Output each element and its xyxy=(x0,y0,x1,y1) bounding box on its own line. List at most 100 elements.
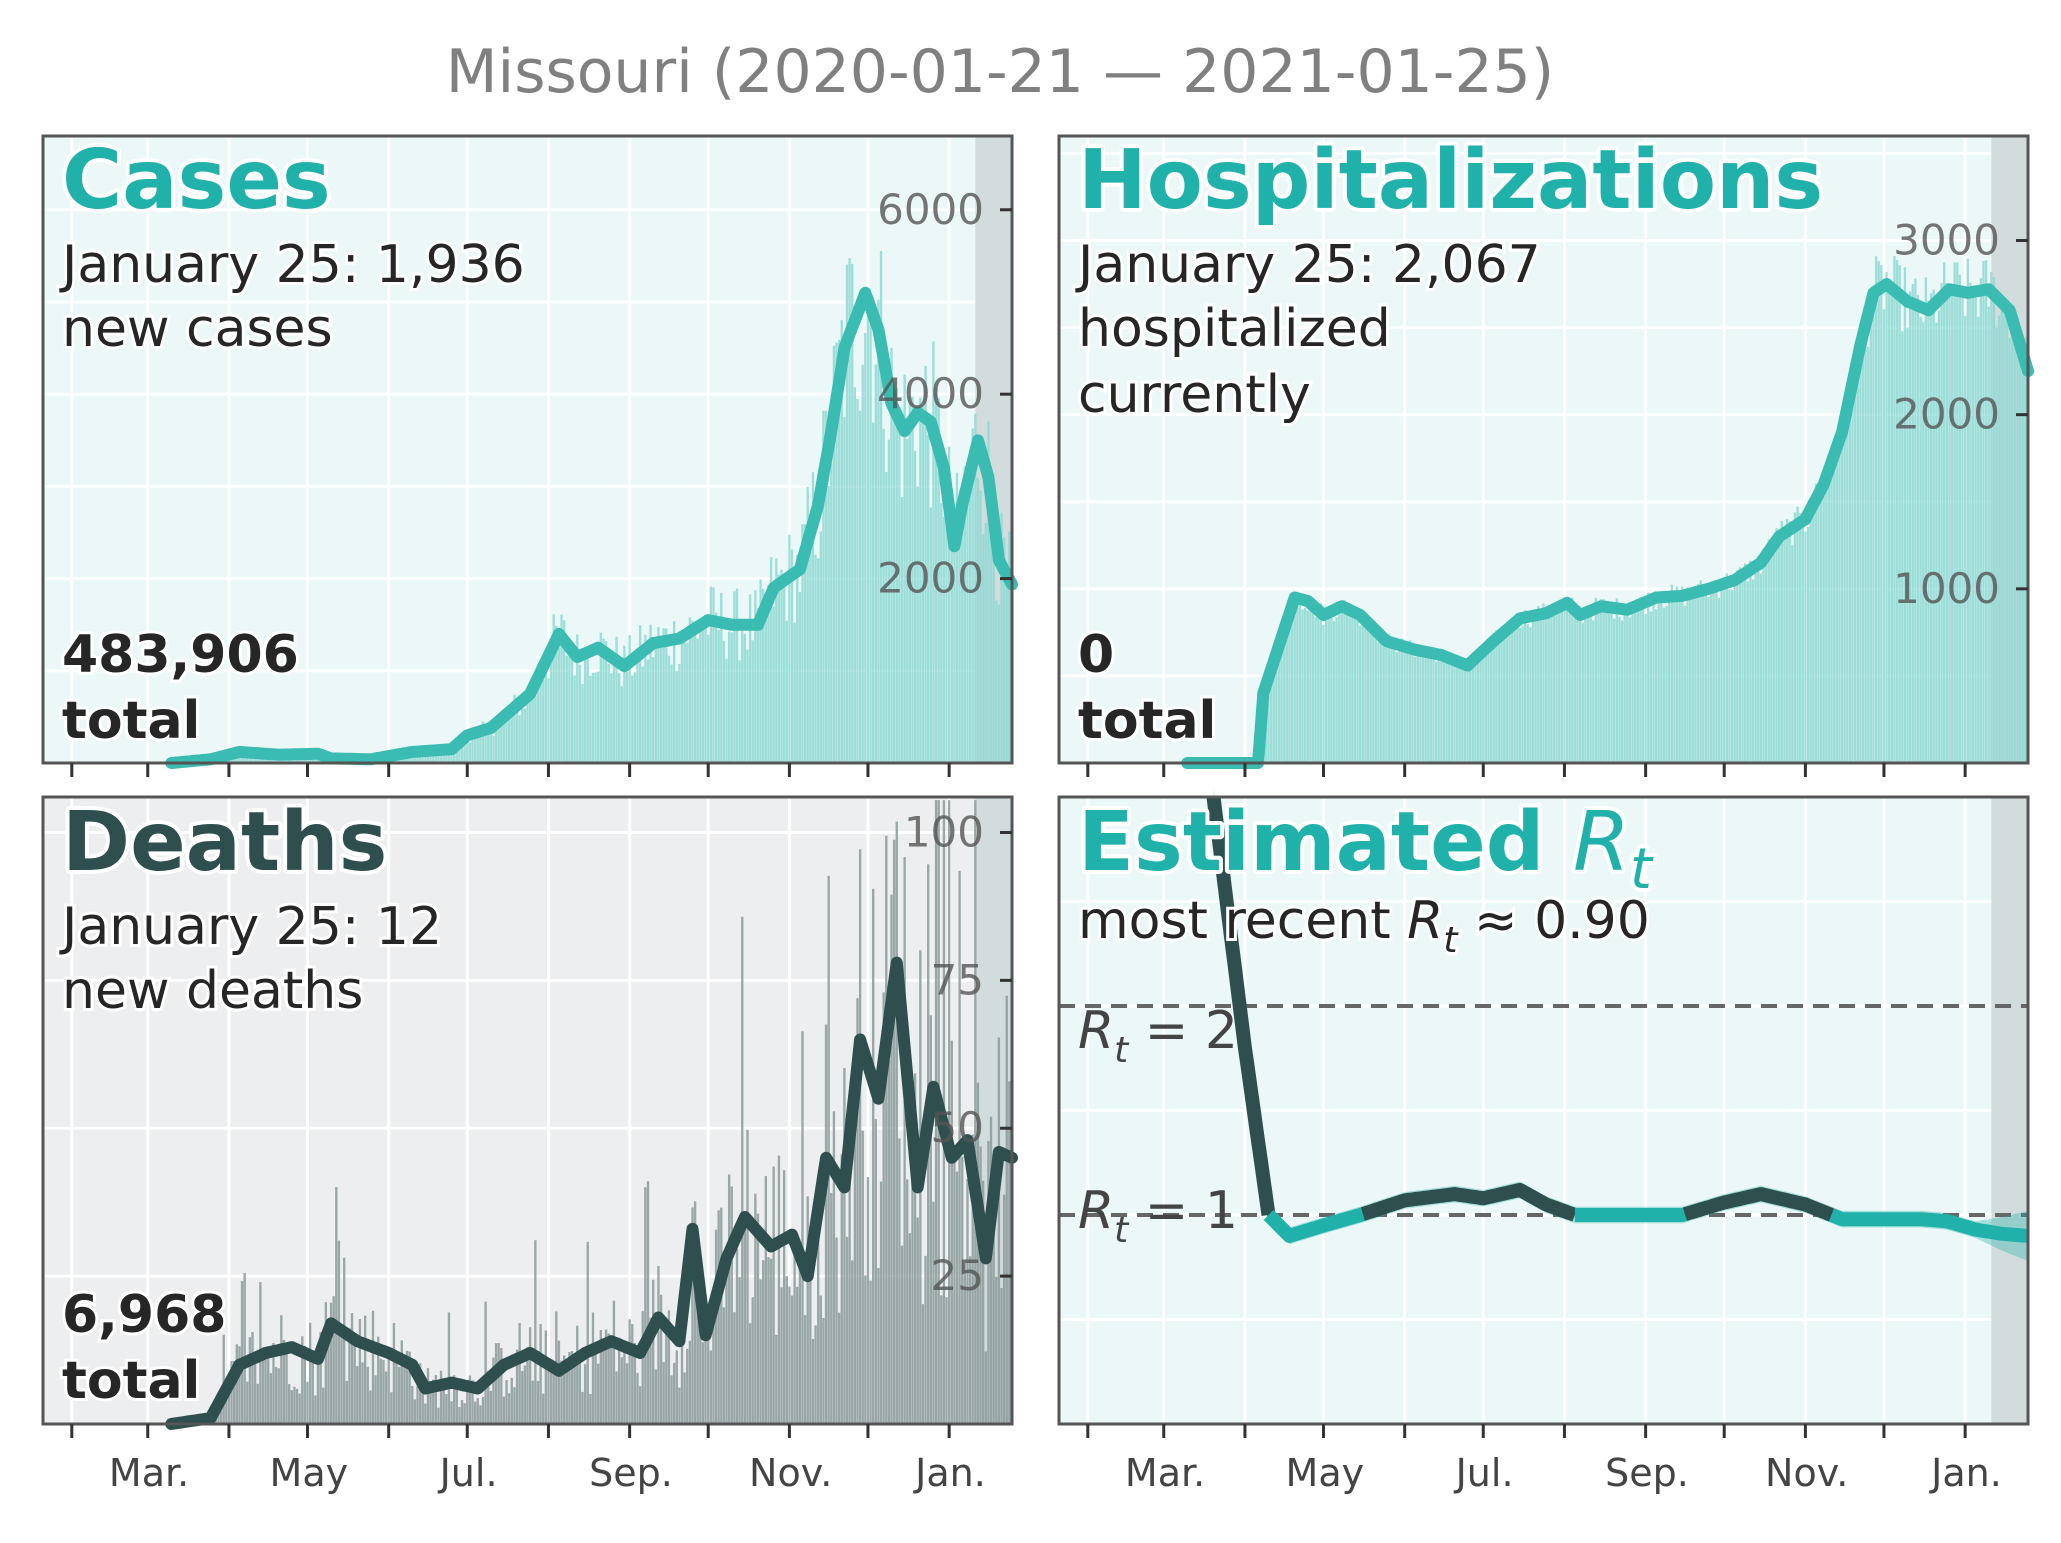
hosp-bar xyxy=(1929,293,1933,763)
deaths-bar xyxy=(625,1363,629,1424)
deaths-bar xyxy=(827,875,830,1424)
hosp-bar xyxy=(1510,632,1514,763)
deaths-bar xyxy=(421,1392,424,1424)
deaths-bar xyxy=(298,1393,301,1424)
cases-bar xyxy=(1002,537,1006,763)
cases-bar xyxy=(827,486,830,763)
cases-bar xyxy=(851,263,854,763)
hosp-bar xyxy=(1610,605,1613,763)
cases-bar xyxy=(675,671,678,763)
cases-bar xyxy=(822,410,825,763)
cases-bar xyxy=(835,342,838,763)
cases-bar xyxy=(869,308,872,763)
hosp-bar xyxy=(1901,331,1904,763)
cases-bar xyxy=(934,387,938,763)
hosp-bar xyxy=(1319,603,1323,763)
hosp-bar xyxy=(1408,640,1412,763)
rt-recent-shade xyxy=(1991,797,2028,1424)
hosp-bar xyxy=(1992,276,1996,763)
deaths-bar xyxy=(374,1375,377,1424)
hosp-bar xyxy=(1374,639,1378,763)
cases-bar xyxy=(845,264,849,763)
deaths-subtitle-line2: new deaths xyxy=(62,961,363,1021)
cases-bar xyxy=(667,655,671,763)
deaths-bar xyxy=(971,1134,974,1424)
deaths-bar xyxy=(468,1375,472,1424)
hosp-bar xyxy=(1419,648,1422,763)
cases-bar xyxy=(919,397,922,763)
hosp-bar xyxy=(1872,292,1875,763)
cases-bar xyxy=(604,641,608,763)
cases-bar xyxy=(544,670,548,763)
hosp-bar xyxy=(1442,651,1446,763)
hosp-bar xyxy=(1984,260,1988,763)
hosp-bar xyxy=(1537,605,1540,763)
deaths-bar xyxy=(424,1403,427,1424)
hosp-bar xyxy=(1542,603,1545,763)
cases-bar xyxy=(979,490,982,763)
hosp-bar xyxy=(1565,598,1569,763)
deaths-bar xyxy=(591,1312,595,1424)
cases-bar xyxy=(437,753,440,763)
deaths-bar xyxy=(678,1387,681,1424)
hosp-bar xyxy=(1633,607,1637,763)
cases-bar xyxy=(615,636,618,763)
deaths-bar xyxy=(984,1351,987,1424)
hosp-bar xyxy=(1738,567,1742,763)
deaths-bar xyxy=(371,1310,375,1424)
deaths-bar xyxy=(418,1363,422,1424)
cases-bar xyxy=(785,620,788,763)
cases-bar xyxy=(796,554,799,763)
hosp-bar xyxy=(1728,589,1731,763)
hosp-bar xyxy=(1670,584,1674,763)
deaths-bar xyxy=(576,1325,579,1424)
hosp-bar xyxy=(1775,528,1778,763)
deaths-bar xyxy=(801,1031,804,1424)
cases-bar xyxy=(570,651,574,763)
deaths-bar xyxy=(814,1325,817,1424)
cases-bar xyxy=(882,428,885,763)
deaths-bar xyxy=(306,1381,309,1424)
cases-bar xyxy=(562,620,566,763)
hosp-bar xyxy=(1998,315,2001,763)
deaths-bar xyxy=(274,1366,278,1424)
deaths-bar xyxy=(442,1388,445,1424)
cases-bar xyxy=(573,675,576,763)
cases-bar xyxy=(741,631,744,763)
hosp-bar xyxy=(1846,383,1849,763)
hosp-bar xyxy=(1833,458,1836,763)
rt-estimate-segment xyxy=(1827,1208,2033,1243)
deaths-bar xyxy=(775,1334,778,1424)
hosp-bar xyxy=(1385,640,1388,763)
hosp-bar xyxy=(1673,594,1676,763)
deaths-bar xyxy=(382,1359,385,1424)
hosp-bar xyxy=(1785,519,1789,763)
rt-xtick-label: Sep. xyxy=(1605,1451,1689,1495)
hosp-bar xyxy=(1437,653,1440,763)
hosp-bar xyxy=(1497,643,1501,763)
deaths-bar xyxy=(515,1349,519,1424)
hosp-bar xyxy=(1880,264,1883,763)
deaths-bar xyxy=(552,1370,555,1424)
cases-bar xyxy=(473,729,477,763)
cases-bar xyxy=(712,587,715,763)
deaths-panel: 25 50 75 100 Mar. May Jul. Sep. Nov. Jan. xyxy=(41,795,1018,1495)
deaths-bar xyxy=(646,1181,650,1424)
cases-bar xyxy=(594,672,597,763)
deaths-bar xyxy=(518,1322,521,1424)
hosp-bar xyxy=(1330,613,1333,763)
cases-bar xyxy=(945,461,948,763)
deaths-bar xyxy=(408,1351,411,1424)
deaths-bar xyxy=(233,1360,236,1424)
deaths-bar xyxy=(853,1060,857,1424)
deaths-bar xyxy=(287,1384,291,1424)
hosp-bar xyxy=(1508,628,1511,763)
hosp-bar xyxy=(1822,495,1825,763)
hosp-bar xyxy=(1578,609,1582,763)
deaths-bar xyxy=(589,1393,592,1424)
deaths-bar xyxy=(227,1388,231,1424)
hosp-bar xyxy=(1916,295,1920,763)
hosp-bar xyxy=(1940,283,1943,763)
hosp-bar xyxy=(1440,648,1443,763)
hosp-bar xyxy=(1932,289,1935,763)
